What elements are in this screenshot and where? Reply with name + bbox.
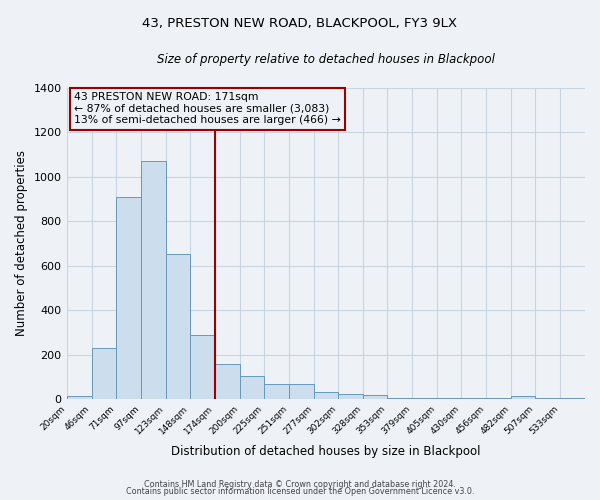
Bar (239, 376, 264, 399)
Bar (461, 398, 486, 399)
Bar (560, 398, 585, 399)
Bar (511, 396, 535, 399)
Bar (387, 398, 412, 399)
Bar (190, 334, 215, 399)
Bar (264, 384, 289, 399)
Text: 43, PRESTON NEW ROAD, BLACKPOOL, FY3 9LX: 43, PRESTON NEW ROAD, BLACKPOOL, FY3 9LX (143, 18, 458, 30)
Y-axis label: Number of detached properties: Number of detached properties (15, 150, 28, 336)
Text: 43 PRESTON NEW ROAD: 171sqm
← 87% of detached houses are smaller (3,083)
13% of : 43 PRESTON NEW ROAD: 171sqm ← 87% of det… (74, 92, 341, 126)
Bar (215, 364, 239, 399)
Bar (314, 392, 338, 399)
Bar (289, 384, 314, 399)
Bar (363, 396, 387, 399)
Bar (116, 196, 140, 399)
Bar (412, 398, 437, 399)
Bar (92, 348, 116, 399)
Text: Contains public sector information licensed under the Open Government Licence v3: Contains public sector information licen… (126, 488, 474, 496)
Bar (140, 161, 166, 399)
Bar (486, 398, 511, 399)
X-axis label: Distribution of detached houses by size in Blackpool: Distribution of detached houses by size … (171, 444, 481, 458)
Bar (338, 394, 363, 399)
Bar (166, 254, 190, 399)
Bar (535, 398, 560, 399)
Title: Size of property relative to detached houses in Blackpool: Size of property relative to detached ho… (157, 52, 495, 66)
Text: Contains HM Land Registry data © Crown copyright and database right 2024.: Contains HM Land Registry data © Crown c… (144, 480, 456, 489)
Bar (67, 396, 92, 399)
Bar (437, 398, 461, 399)
